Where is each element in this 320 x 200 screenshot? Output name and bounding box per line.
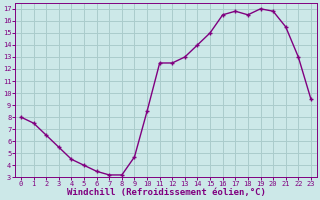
X-axis label: Windchill (Refroidissement éolien,°C): Windchill (Refroidissement éolien,°C)	[67, 188, 265, 197]
